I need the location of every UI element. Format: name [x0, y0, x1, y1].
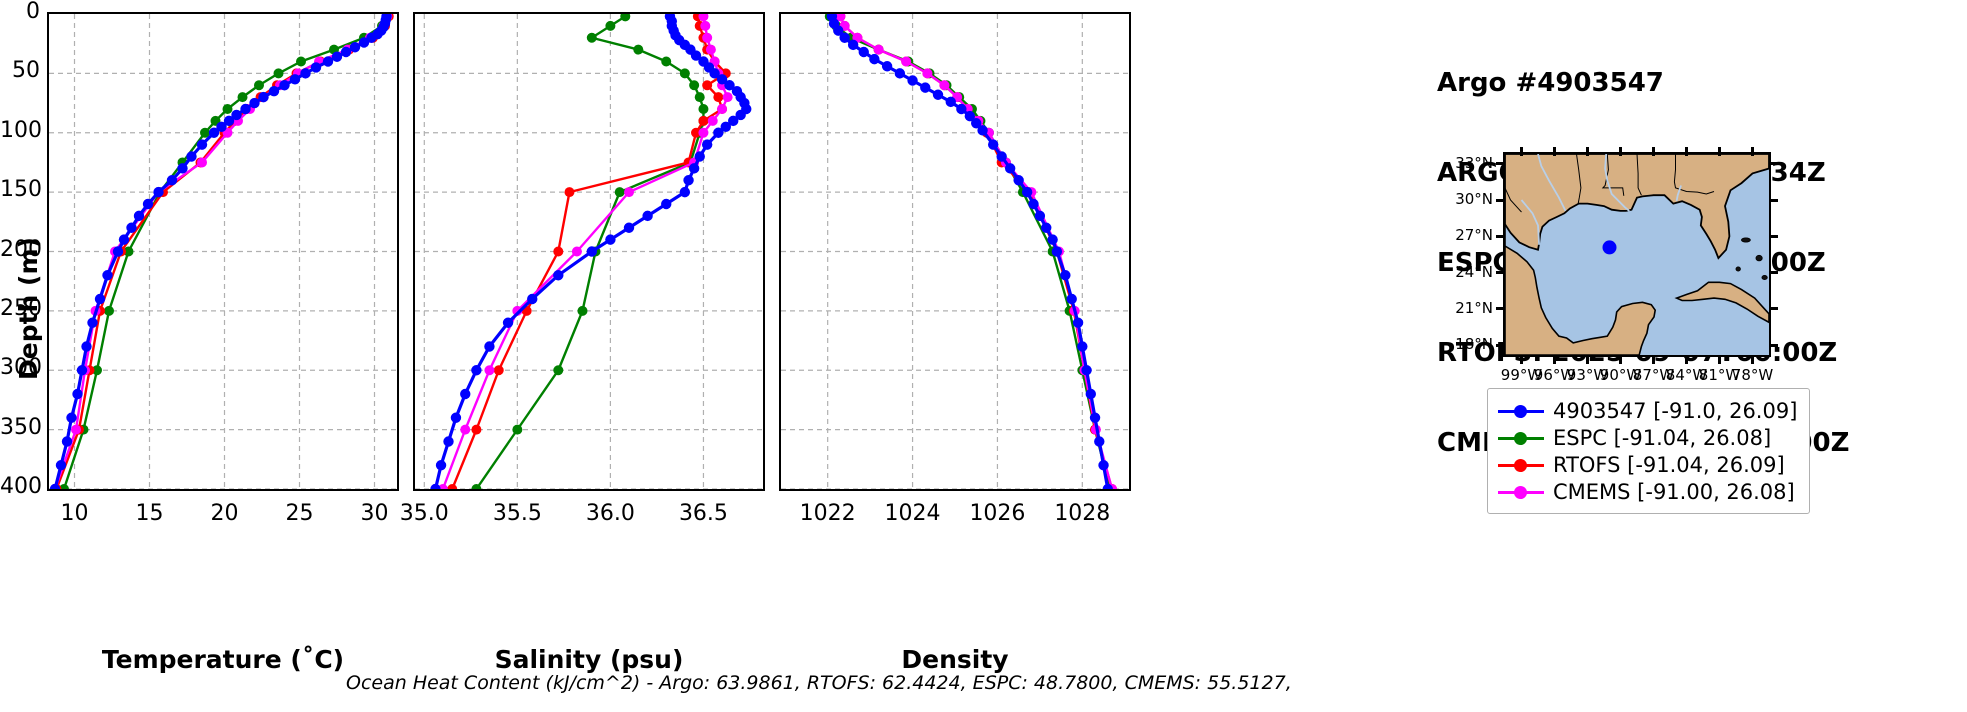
salinity-plot — [413, 12, 765, 491]
depth-tick-label: 200 — [0, 236, 42, 262]
map-lon-tick — [1586, 355, 1589, 364]
ocean-heat-content-caption: Ocean Heat Content (kJ/cm^2) - Argo: 63.… — [346, 672, 1292, 694]
legend-item[interactable]: CMEMS [-91.00, 26.08] — [1498, 478, 1797, 505]
depth-tick-label: 400 — [0, 474, 42, 499]
map-lat-tick-right — [1769, 198, 1778, 202]
map-lon-tick-top — [1751, 147, 1754, 156]
legend-marker-icon — [1498, 455, 1544, 475]
map-lat-label: 18°N — [1455, 335, 1493, 354]
map-lat-tick — [1496, 162, 1505, 166]
map-lat-tick — [1496, 234, 1505, 238]
legend-marker-icon — [1498, 428, 1544, 448]
map-lon-label: 81°W — [1698, 366, 1741, 384]
x-tick-label: 1026 — [969, 501, 1026, 526]
map-lon-tick — [1619, 355, 1622, 364]
map-lon-tick-top — [1520, 147, 1523, 156]
legend-item-label: RTOFS [-91.04, 26.09] — [1553, 452, 1785, 477]
temperature-axis-label: Temperature (˚C) — [101, 645, 345, 674]
map-lon-tick — [1685, 355, 1688, 364]
map-lat-label: 27°N — [1455, 226, 1493, 245]
density-axis-label: Density — [901, 645, 1009, 674]
legend-item-label: ESPC [-91.04, 26.08] — [1553, 425, 1772, 450]
map-lon-tick-top — [1652, 147, 1655, 156]
map-lon-tick-top — [1586, 147, 1589, 156]
x-tick-label: 35.5 — [492, 501, 542, 526]
x-tick-label: 25 — [285, 501, 314, 526]
x-tick-label: 1028 — [1054, 501, 1111, 526]
depth-tick-label: 250 — [0, 295, 42, 321]
location-map — [1503, 152, 1771, 357]
map-lon-tick — [1652, 355, 1655, 364]
map-lon-label: 99°W — [1500, 366, 1543, 384]
map-lon-tick-top — [1619, 147, 1622, 156]
map-lon-tick-top — [1685, 147, 1688, 156]
x-tick-label: 20 — [210, 501, 239, 526]
legend-item-label: 4903547 [-91.0, 26.09] — [1553, 398, 1798, 423]
map-lon-tick — [1520, 355, 1523, 364]
depth-tick-label: 0 — [26, 0, 40, 24]
map-lon-tick — [1553, 355, 1556, 364]
legend-item[interactable]: RTOFS [-91.04, 26.09] — [1498, 451, 1797, 478]
legend-marker-icon — [1498, 482, 1544, 502]
map-lon-label: 84°W — [1665, 366, 1708, 384]
depth-tick-label: 300 — [0, 355, 42, 381]
map-lon-tick — [1751, 355, 1754, 364]
map-lat-tick — [1496, 271, 1505, 275]
map-lon-label: 87°W — [1632, 366, 1675, 384]
map-lat-label: 24°N — [1455, 262, 1493, 281]
series-legend: 4903547 [-91.0, 26.09] ESPC [-91.04, 26.0… — [1487, 388, 1811, 514]
map-lon-label: 78°W — [1731, 366, 1774, 384]
legend-marker-icon — [1498, 401, 1544, 421]
argo-title: Argo #4903547 — [1437, 68, 1664, 98]
map-lat-label: 21°N — [1455, 298, 1493, 317]
legend-item-label: CMEMS [-91.00, 26.08] — [1553, 479, 1795, 504]
density-plot — [779, 12, 1131, 491]
x-tick-label: 1024 — [884, 501, 941, 526]
x-tick-label: 35.0 — [399, 501, 449, 526]
map-lat-tick — [1496, 307, 1505, 311]
depth-tick-label: 350 — [0, 414, 42, 440]
x-tick-label: 36.5 — [678, 501, 728, 526]
depth-tick-label: 50 — [12, 58, 40, 84]
x-tick-label: 30 — [360, 501, 389, 526]
temperature-plot — [47, 12, 399, 491]
map-lon-tick — [1718, 355, 1721, 364]
x-tick-label: 10 — [60, 501, 89, 526]
x-tick-label: 1022 — [799, 501, 856, 526]
x-tick-label: 36.0 — [585, 501, 635, 526]
map-lon-label: 96°W — [1533, 366, 1576, 384]
depth-tick-label: 100 — [0, 117, 42, 143]
map-lat-label: 30°N — [1455, 190, 1493, 208]
legend-item[interactable]: 4903547 [-91.0, 26.09] — [1498, 397, 1797, 424]
map-lat-label: 33°N — [1455, 153, 1493, 172]
x-tick-label: 15 — [135, 501, 164, 526]
map-lat-tick-right — [1769, 343, 1778, 347]
map-lon-tick-top — [1553, 147, 1556, 156]
map-lat-tick-right — [1769, 234, 1778, 238]
map-lat-tick — [1496, 198, 1505, 202]
map-lat-tick-right — [1769, 271, 1778, 275]
salinity-axis-label: Salinity (psu) — [494, 645, 684, 674]
map-lon-tick-top — [1718, 147, 1721, 156]
map-lon-label: 90°W — [1599, 366, 1642, 384]
map-lon-label: 93°W — [1566, 366, 1609, 384]
map-lat-tick-right — [1769, 162, 1778, 166]
legend-item[interactable]: ESPC [-91.04, 26.08] — [1498, 424, 1797, 451]
map-lat-tick — [1496, 343, 1505, 347]
depth-tick-label: 150 — [0, 177, 42, 203]
map-lat-tick-right — [1769, 307, 1778, 311]
